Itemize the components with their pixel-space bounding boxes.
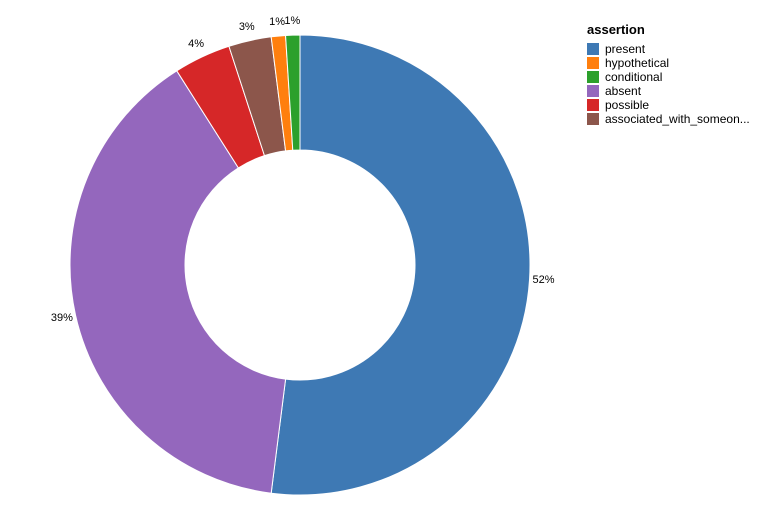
legend-label-possible: possible <box>605 99 649 111</box>
slice-label-present: 52% <box>533 274 555 286</box>
legend-label-present: present <box>605 43 645 55</box>
legend-swatch-present <box>587 43 599 55</box>
slice-present <box>271 35 530 495</box>
slice-label-hypothetical: 1% <box>269 16 285 28</box>
chart-stage: 52% 39% 4% 3% 1%1% assertion present hypothet… <box>0 0 766 530</box>
legend-swatch-associated_with_someone <box>587 113 599 125</box>
legend-title: assertion <box>587 22 750 37</box>
legend-items: present hypothetical conditional absent poss… <box>587 43 750 125</box>
slice-label-associated_with_someone: 3% <box>239 21 255 33</box>
legend-item-absent: absent <box>587 85 750 97</box>
slice-label-possible: 4% <box>188 38 204 50</box>
legend-swatch-conditional <box>587 71 599 83</box>
legend-swatch-absent <box>587 85 599 97</box>
legend-label-hypothetical: hypothetical <box>605 57 669 69</box>
legend-swatch-hypothetical <box>587 57 599 69</box>
legend-item-present: present <box>587 43 750 55</box>
legend-label-associated_with_someone: associated_with_someon... <box>605 113 750 125</box>
legend: assertion present hypothetical conditional… <box>587 22 750 127</box>
slice-label-absent: 39% <box>51 312 73 324</box>
slice-label-conditional: 1% <box>284 15 300 27</box>
legend-item-conditional: conditional <box>587 71 750 83</box>
legend-label-absent: absent <box>605 85 641 97</box>
legend-label-conditional: conditional <box>605 71 662 83</box>
legend-item-possible: possible <box>587 99 750 111</box>
legend-swatch-possible <box>587 99 599 111</box>
legend-item-associated_with_someone: associated_with_someon... <box>587 113 750 125</box>
legend-item-hypothetical: hypothetical <box>587 57 750 69</box>
